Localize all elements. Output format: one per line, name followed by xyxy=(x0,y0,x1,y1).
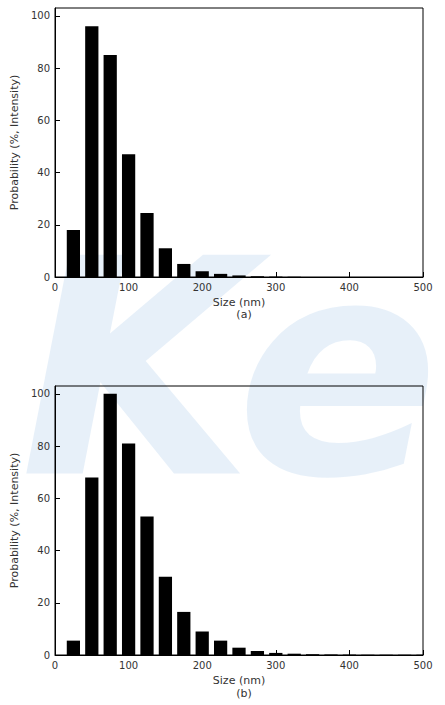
svg-text:80: 80 xyxy=(37,441,50,452)
svg-text:(a): (a) xyxy=(236,308,251,321)
svg-text:500: 500 xyxy=(413,282,432,293)
svg-text:100: 100 xyxy=(31,10,50,21)
svg-text:100: 100 xyxy=(119,282,138,293)
svg-text:60: 60 xyxy=(37,493,50,504)
svg-text:200: 200 xyxy=(193,282,212,293)
svg-text:100: 100 xyxy=(31,388,50,399)
svg-text:0: 0 xyxy=(52,660,58,671)
svg-text:Size (nm): Size (nm) xyxy=(212,296,266,309)
svg-text:Probability (%, Intensity): Probability (%, Intensity) xyxy=(8,75,21,211)
svg-text:400: 400 xyxy=(340,282,359,293)
svg-text:300: 300 xyxy=(266,282,285,293)
svg-text:80: 80 xyxy=(37,63,50,74)
svg-text:Keit: Keit xyxy=(20,196,445,545)
svg-text:100: 100 xyxy=(119,660,138,671)
svg-text:60: 60 xyxy=(37,115,50,126)
svg-text:Probability (%, Intensity): Probability (%, Intensity) xyxy=(8,453,21,589)
svg-text:400: 400 xyxy=(340,660,359,671)
svg-text:0: 0 xyxy=(44,650,50,661)
svg-text:500: 500 xyxy=(413,660,432,671)
svg-text:0: 0 xyxy=(52,282,58,293)
svg-text:20: 20 xyxy=(37,597,50,608)
svg-text:0: 0 xyxy=(44,272,50,283)
svg-text:Size (nm): Size (nm) xyxy=(213,674,265,687)
svg-text:300: 300 xyxy=(266,660,285,671)
svg-text:40: 40 xyxy=(37,545,50,556)
svg-text:200: 200 xyxy=(193,660,212,671)
svg-text:40: 40 xyxy=(37,167,50,178)
svg-text:(b): (b) xyxy=(236,687,252,700)
svg-text:20: 20 xyxy=(37,219,50,230)
